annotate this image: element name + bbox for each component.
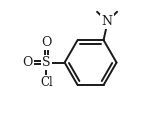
Text: S: S	[42, 56, 51, 69]
Text: Cl: Cl	[40, 76, 53, 89]
Text: N: N	[102, 15, 113, 28]
Text: O: O	[41, 36, 51, 49]
Text: O: O	[22, 56, 33, 69]
